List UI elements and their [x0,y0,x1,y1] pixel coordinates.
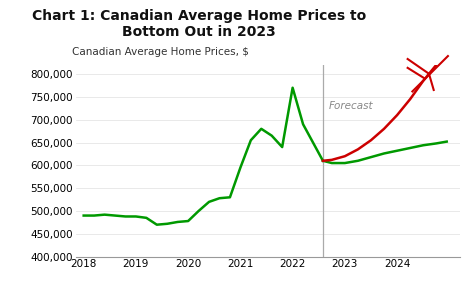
Text: Chart 1: Canadian Average Home Prices to
Bottom Out in 2023: Chart 1: Canadian Average Home Prices to… [32,9,366,39]
Text: Canadian Average Home Prices, $: Canadian Average Home Prices, $ [72,47,249,57]
Text: Forecast: Forecast [329,101,374,112]
